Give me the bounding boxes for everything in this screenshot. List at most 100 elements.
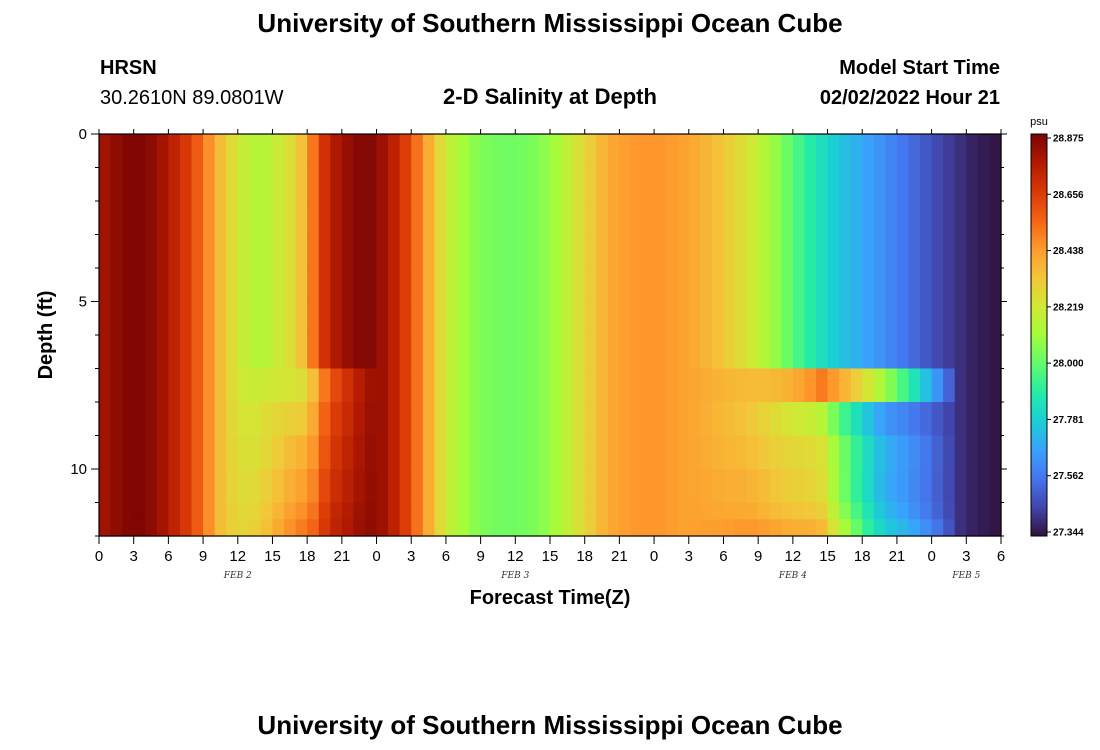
- heat-cell: [515, 469, 528, 504]
- heat-cell: [411, 201, 424, 236]
- heat-cell: [341, 435, 355, 470]
- heat-cell: [677, 134, 690, 169]
- heat-cell: [434, 167, 447, 202]
- heat-cell: [249, 201, 262, 236]
- heat-cell: [226, 301, 239, 336]
- heat-cell: [654, 167, 667, 202]
- heat-cell: [110, 435, 123, 470]
- heat-cell: [110, 268, 123, 303]
- heat-cell: [411, 435, 424, 470]
- heat-cell: [214, 234, 227, 269]
- heat-cell: [769, 335, 782, 370]
- heat-cell: [399, 519, 412, 537]
- heat-cell: [769, 368, 782, 403]
- heat-cell: [145, 335, 158, 370]
- x-tick-label: 18: [576, 548, 593, 565]
- heat-cell: [711, 201, 725, 236]
- heat-cell: [781, 402, 794, 437]
- heat-cell: [203, 268, 216, 303]
- heat-cell: [873, 268, 886, 303]
- heat-cell: [214, 519, 227, 537]
- heat-cell: [804, 502, 817, 520]
- chart-subtitle: 2-D Salinity at Depth: [443, 84, 657, 109]
- heat-cell: [318, 519, 331, 537]
- heat-cell: [503, 301, 516, 336]
- heat-cell: [353, 268, 366, 303]
- heat-cell: [156, 469, 169, 504]
- station-id: HRSN: [100, 57, 157, 79]
- heat-cell: [920, 201, 933, 236]
- heat-cell: [411, 268, 424, 303]
- heat-cell: [688, 519, 701, 537]
- heat-cell: [515, 502, 528, 520]
- heat-cell: [966, 402, 979, 437]
- heat-cell: [318, 301, 331, 336]
- heat-cell: [931, 268, 944, 303]
- heat-cell: [249, 435, 262, 470]
- heat-cell: [758, 201, 771, 236]
- heat-cell: [526, 469, 540, 504]
- heat-cell: [827, 167, 840, 202]
- heat-cell: [422, 402, 435, 437]
- heat-cell: [573, 167, 586, 202]
- heat-cell: [214, 435, 227, 470]
- heat-cell: [781, 469, 794, 504]
- heat-cell: [654, 301, 667, 336]
- heat-cell: [156, 301, 169, 336]
- heat-cell: [399, 268, 412, 303]
- heat-cell: [179, 301, 193, 336]
- heat-cell: [503, 502, 516, 520]
- heat-cell: [769, 519, 782, 537]
- heat-cell: [561, 335, 574, 370]
- heat-cell: [966, 335, 979, 370]
- heat-cell: [445, 519, 459, 537]
- heat-cell: [434, 301, 447, 336]
- heat-cell: [758, 402, 771, 437]
- heat-cell: [538, 167, 551, 202]
- heat-cell: [503, 234, 516, 269]
- heat-cell: [330, 502, 343, 520]
- heat-cell: [804, 335, 817, 370]
- heat-cell: [538, 502, 551, 520]
- heat-cell: [630, 469, 644, 504]
- heat-cell: [700, 335, 713, 370]
- heat-cell: [781, 519, 794, 537]
- heat-cell: [364, 519, 378, 537]
- heat-cell: [295, 402, 308, 437]
- heat-cell: [434, 201, 447, 236]
- heat-cell: [908, 234, 921, 269]
- heat-cell: [654, 435, 667, 470]
- heat-cell: [561, 469, 574, 504]
- heat-cell: [966, 134, 979, 169]
- heat-cell: [307, 335, 320, 370]
- heat-cell: [353, 519, 366, 537]
- heat-cell: [353, 167, 366, 202]
- heat-cell: [330, 301, 343, 336]
- heat-cell: [792, 469, 806, 504]
- heat-cell: [203, 301, 216, 336]
- heat-cell: [815, 519, 829, 537]
- heat-cell: [746, 167, 759, 202]
- heat-cell: [931, 402, 944, 437]
- heat-cell: [341, 167, 355, 202]
- heat-cell: [873, 435, 886, 470]
- heat-cell: [469, 402, 482, 437]
- heat-cell: [237, 167, 250, 202]
- heat-cell: [746, 435, 759, 470]
- heat-cell: [399, 201, 412, 236]
- heat-cell: [723, 502, 736, 520]
- heat-cell: [480, 268, 493, 303]
- heat-cell: [665, 502, 678, 520]
- heat-cell: [688, 234, 701, 269]
- heat-cell: [341, 268, 355, 303]
- x-tick-label: 12: [785, 548, 802, 565]
- heat-cell: [122, 368, 135, 403]
- heat-cell: [827, 335, 840, 370]
- heat-cell: [203, 435, 216, 470]
- heat-cell: [723, 167, 736, 202]
- heat-cell: [214, 201, 227, 236]
- x-axis: 0 3 6 9 12 15 18 21 0 3 6 9 12 15 18 21 0 3 6 9 12 15 18 21 0 3 6 F…: [95, 129, 1005, 581]
- heat-cell: [781, 201, 794, 236]
- heat-cell: [469, 435, 482, 470]
- x-tick-label: 6: [164, 548, 172, 565]
